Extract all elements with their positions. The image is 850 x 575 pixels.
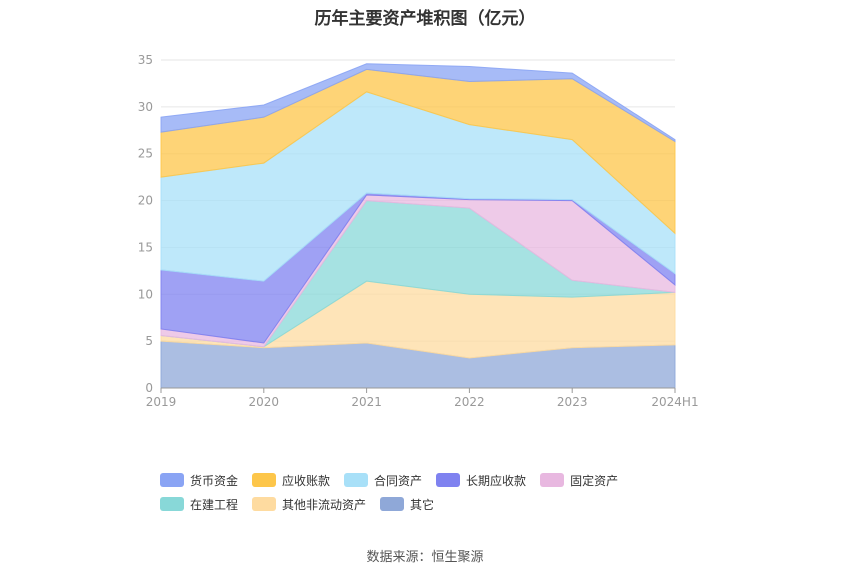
legend-item[interactable]: 货币资金	[160, 472, 238, 488]
legend-swatch	[344, 473, 369, 487]
y-tick-label: 25	[138, 147, 153, 161]
legend-label: 应收账款	[282, 473, 331, 488]
y-tick-label: 20	[138, 194, 153, 208]
legend-swatch	[252, 473, 277, 487]
legend-swatch	[380, 497, 405, 511]
legend-label: 其他非流动资产	[282, 497, 367, 512]
legend-swatch	[160, 497, 184, 511]
legend-item[interactable]: 在建工程	[160, 496, 238, 512]
x-tick-label: 2020	[249, 395, 280, 409]
chart-title: 历年主要资产堆积图（亿元）	[314, 9, 536, 29]
legend-label: 长期应收款	[466, 473, 527, 488]
legend-item[interactable]: 其他非流动资产	[252, 496, 366, 512]
axis-layer: 0 5 10 15 20 25 30 35 2019 2020 2021 2022 2023 2024H1	[138, 53, 699, 409]
legend-item[interactable]: 应收账款	[252, 472, 330, 488]
legend: 货币资金 应收账款 合同资产 长期应收款 固定资产在建工程 其他非流动资产 其它	[160, 472, 720, 512]
legend-swatch	[160, 473, 184, 487]
y-tick-label: 0	[145, 381, 153, 395]
legend-label: 货币资金	[190, 473, 239, 488]
legend-item[interactable]: 其它	[380, 496, 434, 512]
area-layer	[160, 63, 676, 389]
legend-swatch	[436, 473, 461, 487]
y-tick-label: 15	[138, 240, 153, 254]
x-tick-label: 2024H1	[651, 395, 698, 409]
y-tick-label: 35	[138, 53, 153, 67]
y-tick-label: 10	[138, 287, 153, 301]
legend-label: 在建工程	[190, 497, 239, 512]
y-tick-label: 5	[145, 334, 153, 348]
stacked-area-chart: 0 5 10 15 20 25 30 35 2019 2020 2021 2022 2023 2024H1	[138, 53, 699, 409]
legend-label: 合同资产	[374, 473, 423, 488]
x-tick-label: 2021	[351, 395, 382, 409]
x-tick-label: 2019	[146, 395, 177, 409]
y-tick-label: 30	[138, 100, 153, 114]
legend-label: 固定资产	[570, 473, 619, 488]
data-source: 数据来源：恒生聚源	[366, 550, 484, 565]
legend-swatch	[252, 497, 277, 511]
x-tick-label: 2023	[557, 395, 588, 409]
area-货币资金	[160, 63, 676, 143]
legend-swatch	[540, 473, 565, 487]
legend-label: 其它	[410, 497, 435, 512]
legend-item[interactable]: 长期应收款	[436, 472, 526, 488]
legend-item[interactable]: 固定资产	[540, 472, 618, 488]
legend-item[interactable]: 合同资产	[344, 472, 422, 488]
x-tick-label: 2022	[454, 395, 485, 409]
